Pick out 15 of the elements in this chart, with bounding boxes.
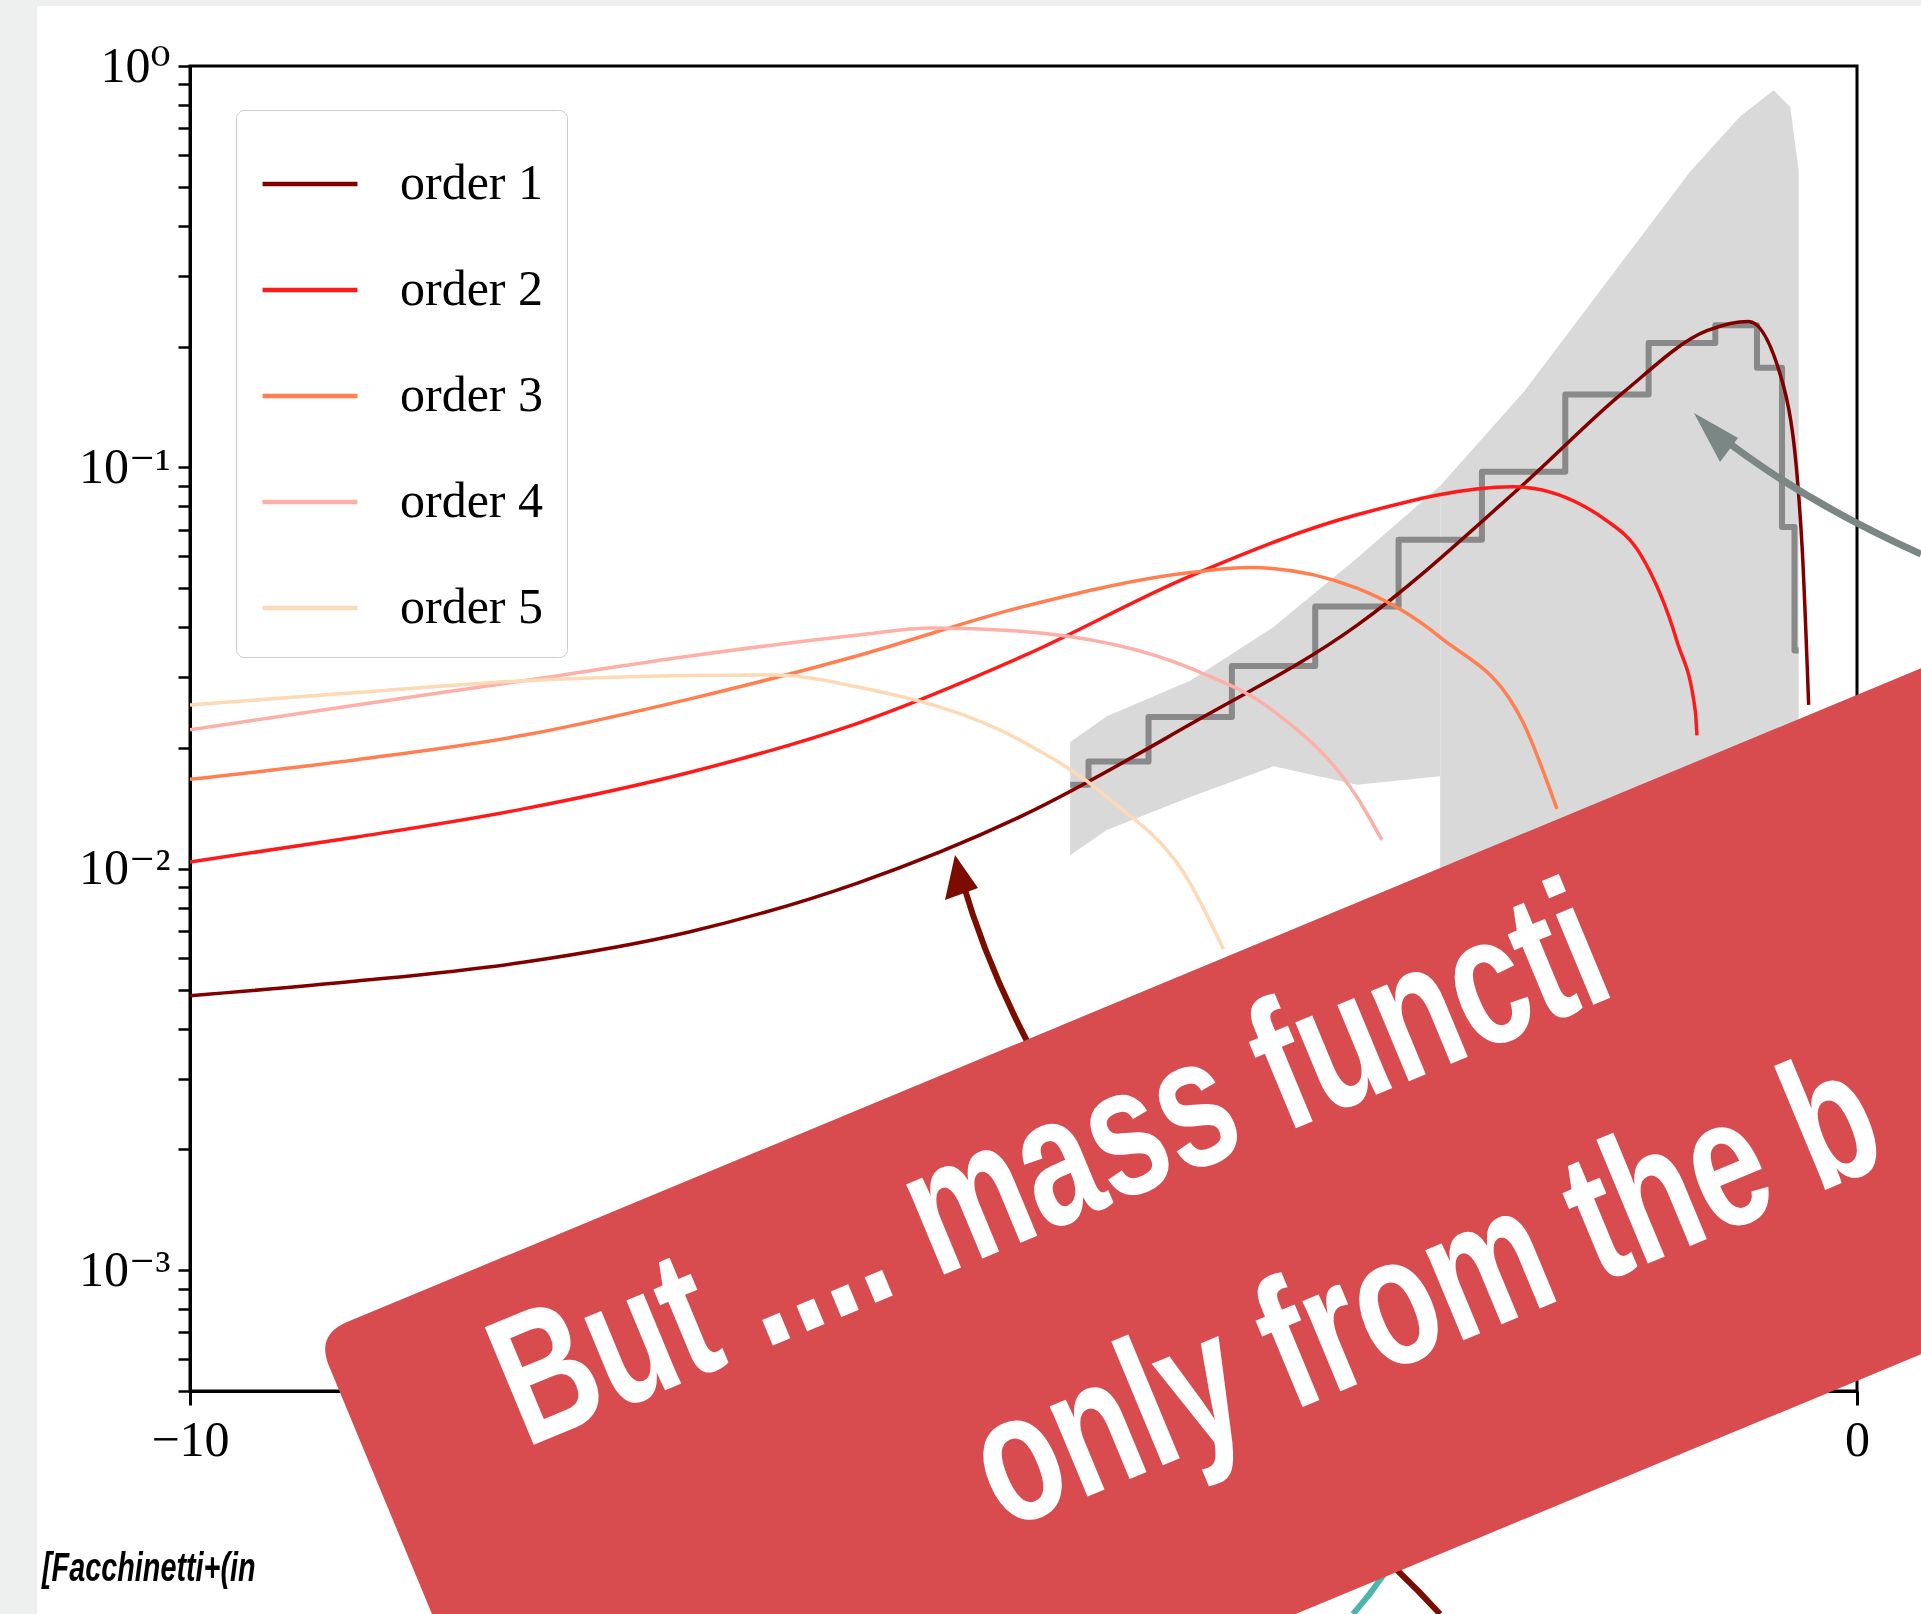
x-tick-label: −10 xyxy=(151,1410,230,1467)
legend-label: order 5 xyxy=(400,578,543,634)
line-series xyxy=(190,565,1559,811)
y-tick-label: 10⁻¹ xyxy=(79,437,171,494)
line-series xyxy=(190,673,1226,952)
legend-label: order 3 xyxy=(400,366,543,422)
y-tick-label: 10⁻² xyxy=(79,839,171,896)
legend-label: order 1 xyxy=(400,154,543,210)
y-tick-label: 10⁻³ xyxy=(79,1240,171,1297)
text: [Facchinetti+(in xyxy=(42,1545,256,1590)
y-tick-label: 10⁰ xyxy=(100,36,171,93)
x-tick-label: 0 xyxy=(1845,1410,1870,1467)
legend-label: order 4 xyxy=(400,472,543,528)
legend-label: order 2 xyxy=(400,260,543,316)
line-series xyxy=(190,626,1384,842)
